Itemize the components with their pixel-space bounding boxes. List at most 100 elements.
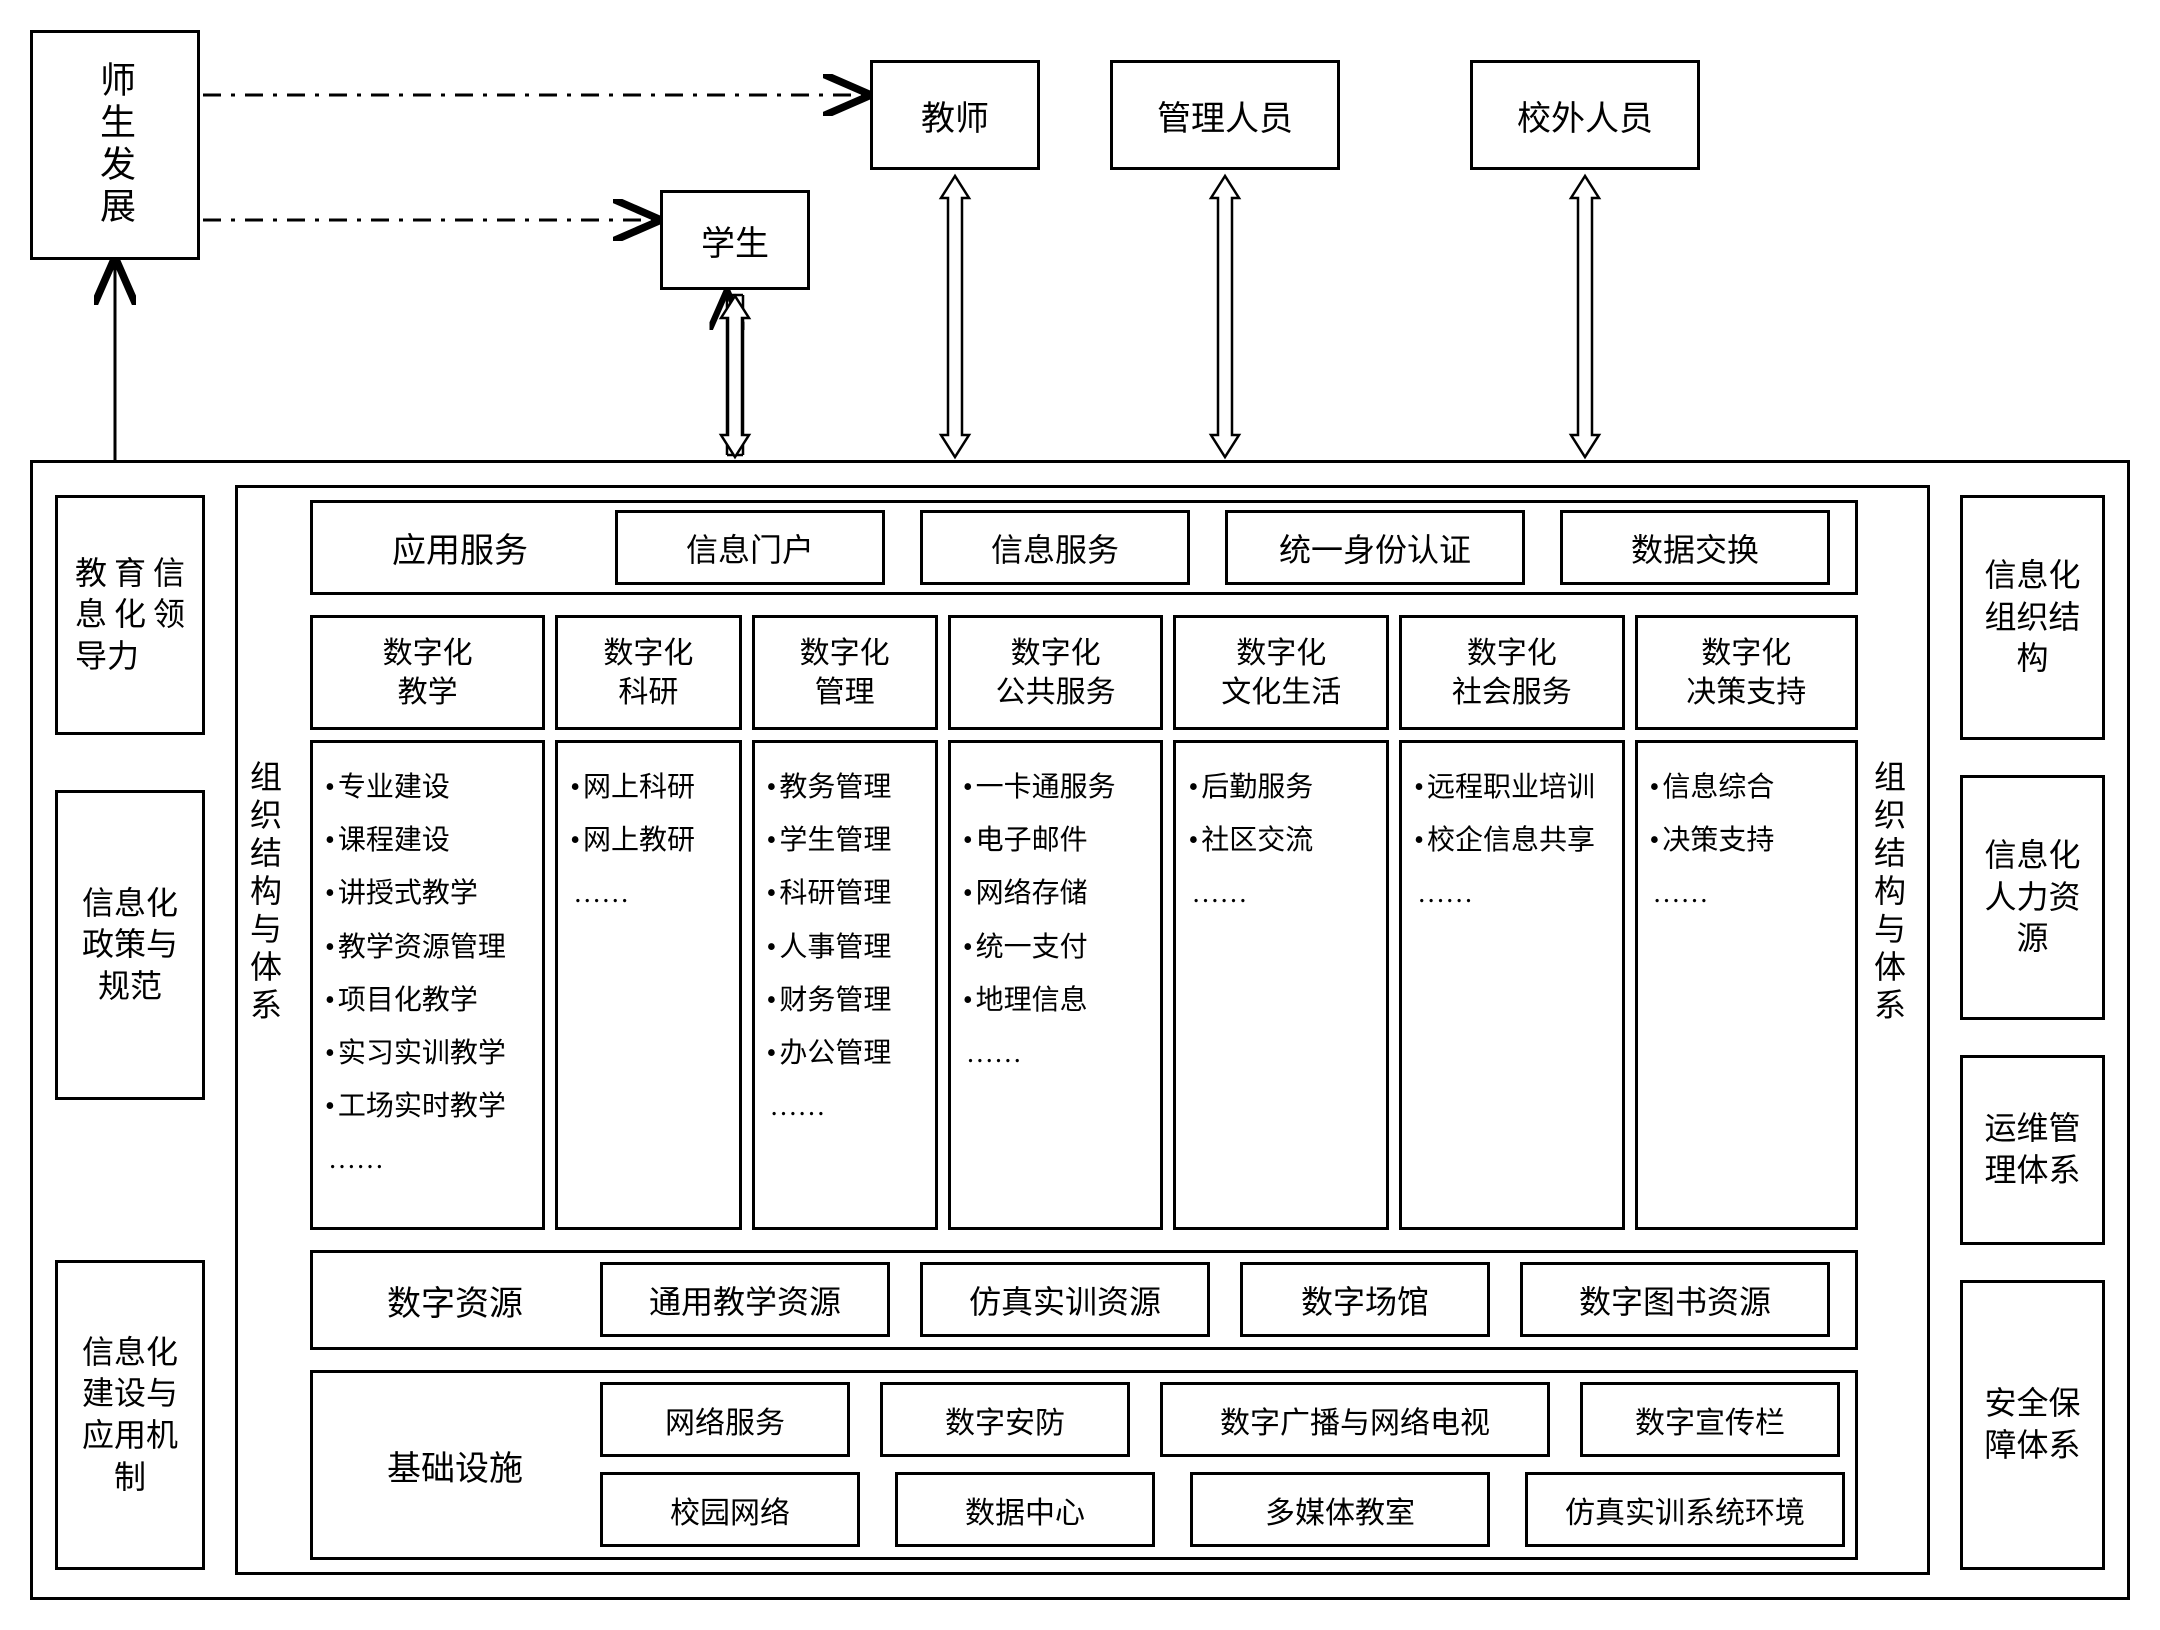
digital-items-col-5: 远程职业培训校企信息共享…… <box>1399 740 1624 1230</box>
row-infra-header-text: 基础设施 <box>387 1441 523 1490</box>
infra1-0: 网络服务 <box>600 1382 850 1457</box>
infra1-1: 数字安防 <box>880 1382 1130 1457</box>
list-item: 信息综合 <box>1650 761 1843 814</box>
list-item: 科研管理 <box>767 867 923 920</box>
label-actor-0: 学生 <box>701 216 769 265</box>
connectors-top <box>0 0 2160 470</box>
left-panel-2: 信息化建设与应用机制 <box>55 1260 205 1570</box>
right-panel-2: 运维管理体系 <box>1960 1055 2105 1245</box>
infra2-3-text: 仿真实训系统环境 <box>1565 1488 1805 1532</box>
app-cell-2: 统一身份认证 <box>1225 510 1525 585</box>
left-panel-1: 信息化政策与规范 <box>55 790 205 1100</box>
infra2-3: 仿真实训系统环境 <box>1525 1472 1845 1547</box>
node-actor-3: 校外人员 <box>1470 60 1700 170</box>
more-indicator: …… <box>570 867 726 920</box>
app-cell-0: 信息门户 <box>615 510 885 585</box>
list-item: 一卡通服务 <box>963 761 1149 814</box>
list-item: 网上科研 <box>570 761 726 814</box>
right-label-0: 信息化组织结构 <box>1980 555 2085 680</box>
more-indicator: …… <box>1188 867 1374 920</box>
app-cell-0-text: 信息门户 <box>686 525 814 571</box>
digital-items-col-6: 信息综合决策支持…… <box>1635 740 1858 1230</box>
infra1-2-text: 数字广播与网络电视 <box>1220 1398 1490 1442</box>
infra2-1-text: 数据中心 <box>965 1488 1085 1532</box>
digital-items-col-2: 教务管理学生管理科研管理人事管理财务管理办公管理…… <box>752 740 938 1230</box>
app-cell-1-text: 信息服务 <box>991 525 1119 571</box>
vlabel-left-text: 组织结构与体系 <box>248 760 280 1026</box>
list-item: 项目化教学 <box>325 974 530 1027</box>
more-indicator: …… <box>1650 867 1843 920</box>
list-item: 决策支持 <box>1650 814 1843 867</box>
res-cell-1: 仿真实训资源 <box>920 1262 1210 1337</box>
label-source: 师生发展 <box>97 61 133 229</box>
more-indicator: …… <box>963 1027 1149 1080</box>
list-item: 网络存储 <box>963 867 1149 920</box>
infra1-1-text: 数字安防 <box>945 1398 1065 1442</box>
app-cell-1: 信息服务 <box>920 510 1190 585</box>
list-item: 地理信息 <box>963 974 1149 1027</box>
infra1-0-text: 网络服务 <box>665 1398 785 1442</box>
digital-header-4: 数字化 文化生活 <box>1173 615 1389 730</box>
infra2-2-text: 多媒体教室 <box>1265 1488 1415 1532</box>
infra1-3: 数字宣传栏 <box>1580 1382 1840 1457</box>
digital-items-col-1: 网上科研网上教研…… <box>555 740 741 1230</box>
label-actor-1: 教师 <box>921 91 989 140</box>
digital-items-col-4: 后勤服务社区交流…… <box>1173 740 1389 1230</box>
res-cell-3-text: 数字图书资源 <box>1579 1277 1771 1323</box>
more-indicator: …… <box>1414 867 1609 920</box>
label-actor-2: 管理人员 <box>1157 91 1293 140</box>
node-actor-0: 学生 <box>660 190 810 290</box>
list-item: 办公管理 <box>767 1027 923 1080</box>
more-indicator: …… <box>767 1080 923 1133</box>
row-app-header: 应用服务 <box>330 510 590 585</box>
digital-header-3: 数字化 公共服务 <box>948 615 1164 730</box>
infra2-2: 多媒体教室 <box>1190 1472 1490 1547</box>
left-label-1: 信息化政策与规范 <box>75 883 185 1008</box>
right-label-3: 安全保障体系 <box>1980 1383 2085 1466</box>
infra1-3-text: 数字宣传栏 <box>1635 1398 1785 1442</box>
list-item: 课程建设 <box>325 814 530 867</box>
app-cell-2-text: 统一身份认证 <box>1279 525 1471 571</box>
inner-vlabel-left: 组织结构与体系 <box>248 760 298 1031</box>
list-item: 学生管理 <box>767 814 923 867</box>
res-cell-2: 数字场馆 <box>1240 1262 1490 1337</box>
left-label-2: 信息化建设与应用机制 <box>75 1332 185 1498</box>
list-item: 财务管理 <box>767 974 923 1027</box>
list-item: 人事管理 <box>767 921 923 974</box>
node-source: 师生发展 <box>30 30 200 260</box>
list-item: 工场实时教学 <box>325 1080 530 1133</box>
vlabel-right-text: 组织结构与体系 <box>1872 760 1904 1026</box>
res-cell-0-text: 通用教学资源 <box>649 1277 841 1323</box>
infra2-0-text: 校园网络 <box>670 1488 790 1532</box>
digital-header-6: 数字化 决策支持 <box>1635 615 1858 730</box>
right-label-1: 信息化人力资源 <box>1980 835 2085 960</box>
res-cell-0: 通用教学资源 <box>600 1262 890 1337</box>
row-res-header-text: 数字资源 <box>387 1276 523 1325</box>
right-panel-1: 信息化人力资源 <box>1960 775 2105 1020</box>
right-panel-0: 信息化组织结构 <box>1960 495 2105 740</box>
digital-items-col-0: 专业建设课程建设讲授式教学教学资源管理项目化教学实习实训教学工场实时教学…… <box>310 740 545 1230</box>
list-item: 电子邮件 <box>963 814 1149 867</box>
infra2-0: 校园网络 <box>600 1472 860 1547</box>
list-item: 网上教研 <box>570 814 726 867</box>
node-actor-2: 管理人员 <box>1110 60 1340 170</box>
app-cell-3: 数据交换 <box>1560 510 1830 585</box>
infra1-2: 数字广播与网络电视 <box>1160 1382 1550 1457</box>
res-cell-1-text: 仿真实训资源 <box>969 1277 1161 1323</box>
digital-header-2: 数字化 管理 <box>752 615 938 730</box>
app-cell-3-text: 数据交换 <box>1631 525 1759 571</box>
label-actor-3: 校外人员 <box>1517 91 1653 140</box>
list-item: 实习实训教学 <box>325 1027 530 1080</box>
row-digital-items: 专业建设课程建设讲授式教学教学资源管理项目化教学实习实训教学工场实时教学……网上… <box>310 740 1858 1230</box>
digital-items-col-3: 一卡通服务电子邮件网络存储统一支付地理信息…… <box>948 740 1164 1230</box>
infra2-1: 数据中心 <box>895 1472 1155 1547</box>
inner-vlabel-right: 组织结构与体系 <box>1872 760 1922 1031</box>
list-item: 统一支付 <box>963 921 1149 974</box>
digital-header-0: 数字化 教学 <box>310 615 545 730</box>
left-panel-0: 教育信息化领导力 <box>55 495 205 735</box>
list-item: 专业建设 <box>325 761 530 814</box>
digital-header-1: 数字化 科研 <box>555 615 741 730</box>
list-item: 远程职业培训 <box>1414 761 1609 814</box>
more-indicator: …… <box>325 1133 530 1186</box>
row-res-header: 数字资源 <box>330 1260 580 1340</box>
